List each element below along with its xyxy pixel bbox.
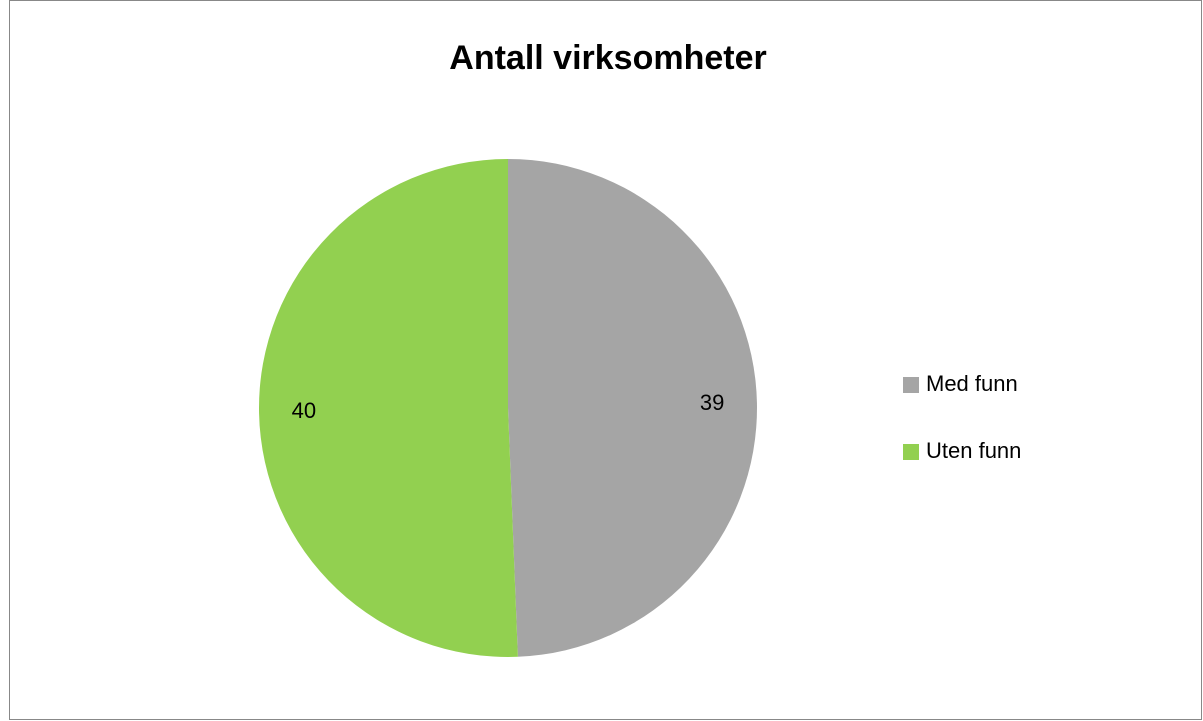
legend-label: Uten funn [926, 438, 1021, 463]
legend-label: Med funn [926, 371, 1018, 396]
pie-slice [258, 158, 518, 658]
chart-title: Antall virksomheter [449, 39, 766, 77]
data-label: 39 [700, 390, 724, 415]
pie-slice [508, 159, 757, 657]
legend-swatch [903, 444, 919, 460]
data-label: 40 [292, 398, 316, 423]
legend-swatch [903, 377, 919, 393]
